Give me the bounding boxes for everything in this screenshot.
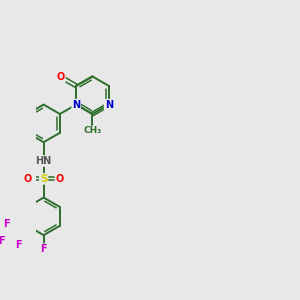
Text: CH₃: CH₃ <box>83 126 102 135</box>
Text: S: S <box>40 174 47 184</box>
Text: F: F <box>3 219 10 229</box>
Text: F: F <box>40 244 47 254</box>
Text: O: O <box>23 174 32 184</box>
Text: N: N <box>105 100 113 110</box>
Text: HN: HN <box>35 156 52 166</box>
Text: F: F <box>16 240 22 250</box>
Text: O: O <box>57 72 65 82</box>
Text: F: F <box>0 236 4 246</box>
Text: O: O <box>56 174 64 184</box>
Text: N: N <box>72 100 80 110</box>
